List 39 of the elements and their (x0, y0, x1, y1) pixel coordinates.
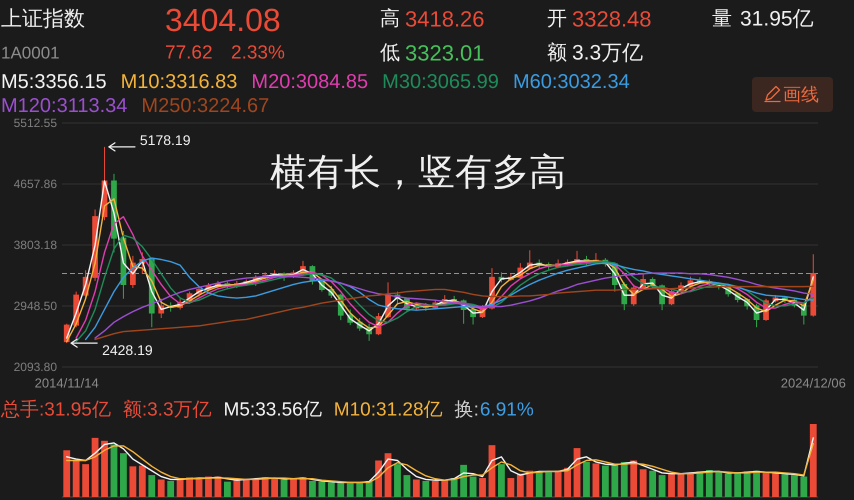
chart-title: 上证指数 (1, 8, 85, 30)
text: M10:31.28亿 (334, 400, 443, 420)
y-tick-label: 3803.18 (14, 238, 58, 252)
text: M5:33.56亿 (224, 400, 322, 420)
text: 2.33% (231, 42, 285, 64)
annotation: 5178.19 (140, 132, 191, 148)
x-tick-label: 2014/11/14 (34, 376, 99, 390)
annotation: 2428.19 (102, 342, 153, 358)
text: 3.3万亿 (572, 42, 644, 64)
y-tick-label: 2093.80 (14, 360, 58, 374)
text: M20:3084.85 (251, 71, 368, 93)
y-tick-label: 2948.50 (14, 299, 58, 313)
text: 换: (454, 400, 479, 420)
text: 6.91% (480, 400, 534, 420)
x-tick-label: 2024/12/06 (780, 376, 846, 390)
text: 3323.01 (405, 40, 485, 66)
y-tick-label: 5512.55 (14, 116, 58, 130)
text: 3328.48 (572, 6, 652, 32)
text: M250:3224.67 (141, 95, 270, 117)
text: M120:3113.34 (1, 95, 128, 117)
text: 低 (380, 42, 400, 64)
text: 画线 (783, 84, 819, 104)
chart-subtitle: 1A0001 (1, 44, 60, 62)
text: 额 (547, 42, 567, 64)
text: 77.62 (165, 42, 213, 64)
text: M5:3356.15 (1, 71, 107, 93)
text: 3418.26 (405, 6, 485, 32)
text: 31.95亿 (740, 8, 814, 30)
text: 量 (712, 8, 732, 30)
text: 总手:31.95亿 (0, 400, 111, 420)
text: 3404.08 (165, 2, 281, 38)
annotation: 横有长，竖有多高 (270, 152, 566, 192)
text: 额:3.3万亿 (122, 398, 212, 420)
text: 开 (547, 8, 567, 30)
text: 高 (380, 7, 400, 30)
text: M60:3032.34 (512, 71, 630, 93)
text: M30:3065.99 (382, 71, 499, 93)
y-tick-label: 4657.86 (14, 177, 58, 191)
text: M10:3316.83 (120, 71, 238, 93)
